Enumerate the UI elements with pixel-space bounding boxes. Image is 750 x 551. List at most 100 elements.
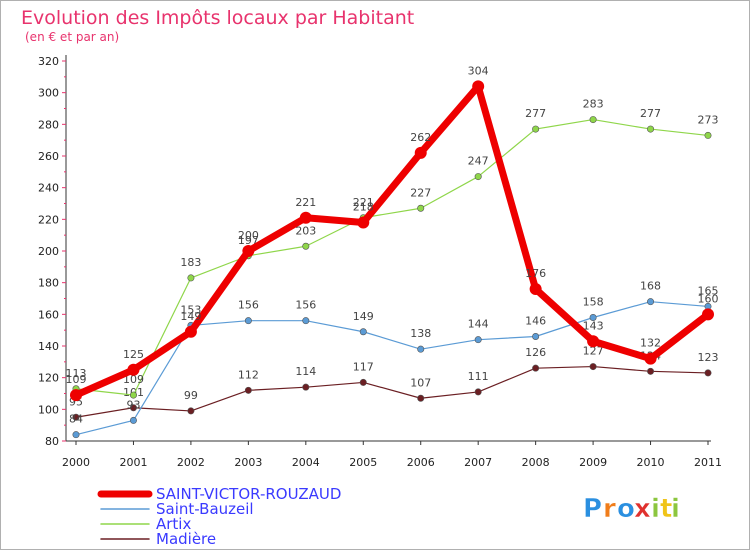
data-label: 247 [468, 155, 489, 168]
data-point [472, 80, 485, 93]
series-madi-re: 9510199112114117107111126127124123 [69, 345, 719, 421]
logo-letter: o [617, 494, 635, 524]
data-label: 109 [123, 373, 144, 386]
data-point [647, 367, 655, 375]
axes: 80 100 120 140 160 180 200 220 240 260 280 300 320 20… [38, 55, 722, 469]
data-point [184, 325, 197, 338]
y-tick-label: 240 [38, 182, 59, 195]
data-point [529, 283, 542, 295]
data-point [72, 431, 80, 439]
logo-letter: x [634, 494, 651, 524]
data-point [187, 407, 195, 415]
y-tick-label: 180 [38, 277, 59, 290]
legend: SAINT-VICTOR-ROUZAUDSaint-BauzeilArtixMa… [97, 485, 341, 548]
series-line [72, 82, 712, 399]
data-point [474, 336, 482, 344]
legend-label: SAINT-VICTOR-ROUZAUD [156, 485, 341, 503]
data-label: 117 [353, 360, 374, 373]
x-tick-label: 2006 [407, 456, 435, 469]
data-point [532, 125, 540, 133]
data-label: 114 [295, 365, 316, 378]
chart-subtitle: (en € et par an) [25, 30, 119, 44]
data-point [302, 242, 310, 250]
data-point [532, 364, 540, 372]
data-point [187, 274, 195, 282]
data-label: 99 [184, 389, 198, 402]
data-point [359, 328, 367, 336]
data-point [302, 383, 310, 391]
logo-letter: i [651, 494, 660, 524]
data-label: 132 [640, 337, 661, 350]
data-point [587, 335, 600, 348]
data-point [129, 404, 137, 412]
data-point [70, 389, 82, 402]
data-label: 197 [238, 234, 259, 247]
logo-letter: r [603, 494, 616, 524]
y-tick-label: 120 [38, 372, 59, 385]
data-label: 176 [525, 267, 546, 280]
data-label: 149 [353, 310, 374, 323]
data-point [589, 116, 597, 124]
data-point [704, 131, 712, 139]
data-label: 93 [126, 398, 140, 411]
data-label: 113 [66, 367, 87, 380]
data-point [474, 173, 482, 181]
x-tick-label: 2002 [177, 456, 205, 469]
data-label: 183 [180, 256, 201, 269]
data-label: 165 [698, 284, 719, 297]
data-point [359, 378, 367, 386]
y-tick-label: 160 [38, 308, 59, 321]
data-label: 156 [238, 299, 259, 312]
series-line [75, 118, 709, 396]
data-label: 158 [583, 296, 604, 309]
data-label: 262 [410, 131, 431, 144]
data-label: 112 [238, 368, 259, 381]
data-label: 273 [698, 113, 719, 126]
data-label: 218 [353, 201, 374, 214]
logo-letter: i [671, 494, 680, 524]
x-tick-label: 2003 [234, 456, 262, 469]
data-label: 149 [180, 310, 201, 323]
y-tick-label: 140 [38, 340, 59, 353]
y-tick-label: 220 [38, 213, 59, 226]
x-tick-label: 2007 [464, 456, 492, 469]
data-label: 156 [295, 299, 316, 312]
data-label: 123 [698, 351, 719, 364]
data-label: 127 [583, 345, 604, 358]
data-point [302, 317, 310, 325]
y-tick-label: 300 [38, 87, 59, 100]
data-point [417, 345, 425, 353]
data-point [357, 216, 370, 229]
data-point [532, 332, 540, 340]
y-tick-label: 200 [38, 245, 59, 258]
data-point [702, 308, 714, 321]
legend-label: Saint-Bauzeil [156, 500, 254, 518]
data-point [72, 413, 80, 421]
y-tick-label: 280 [38, 118, 59, 131]
x-tick-label: 2005 [349, 456, 377, 469]
chart-title: Evolution des Impôts locaux par Habitant [21, 7, 414, 29]
y-tick-label: 320 [38, 55, 59, 68]
data-point [417, 204, 425, 212]
data-point [242, 245, 255, 257]
y-tick-label: 100 [38, 403, 59, 416]
y-tick-label: 80 [45, 435, 59, 448]
x-tick-label: 2004 [292, 456, 320, 469]
data-point [417, 394, 425, 402]
data-point [129, 416, 137, 424]
data-point [644, 352, 657, 365]
logo-letter: t [660, 494, 672, 524]
logo-letter: P [583, 494, 602, 524]
data-label: 304 [468, 64, 489, 77]
data-label: 227 [410, 186, 431, 199]
data-point [414, 146, 427, 159]
data-label: 143 [583, 319, 604, 332]
data-label: 277 [525, 107, 546, 120]
data-label: 126 [525, 346, 546, 359]
data-label: 138 [410, 327, 431, 340]
x-tick-label: 2008 [522, 456, 550, 469]
data-label: 107 [410, 376, 431, 389]
